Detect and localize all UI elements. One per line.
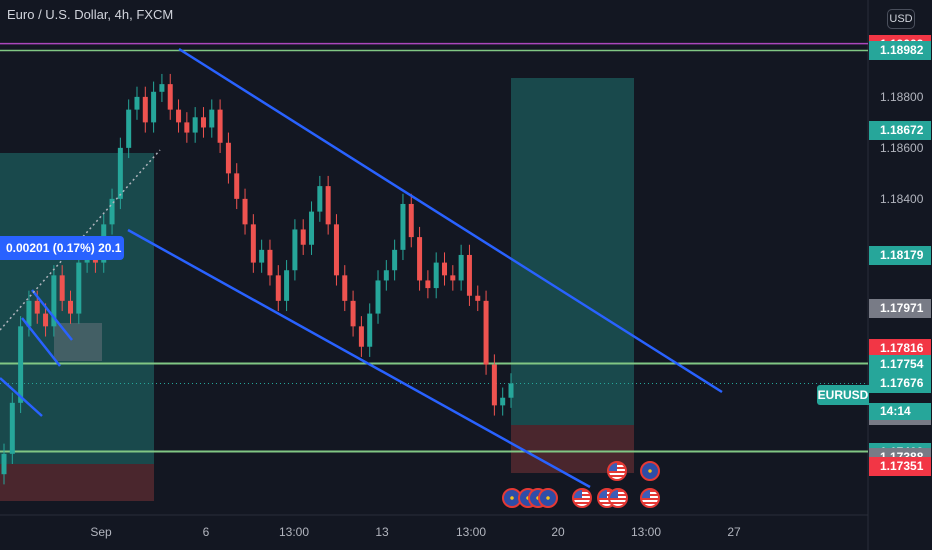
candle <box>400 203 406 250</box>
candle <box>300 229 306 245</box>
candle <box>475 295 481 301</box>
candle <box>217 109 223 143</box>
price-label-green: 1.18179 <box>869 246 931 266</box>
long-position-zone-right <box>511 78 634 425</box>
candle <box>59 275 65 301</box>
candle <box>159 84 165 92</box>
stop-zone-left <box>0 464 154 501</box>
chart-title: Euro / U.S. Dollar, 4h, FXCM <box>7 7 174 22</box>
candle <box>466 254 472 296</box>
candle <box>134 96 140 110</box>
channel-upper-line <box>178 47 723 394</box>
candle <box>250 224 256 263</box>
candle <box>392 249 398 271</box>
candle <box>358 326 364 347</box>
y-tick-label: 1.18600 <box>880 140 924 155</box>
symbol-tag: EURUSD <box>817 385 869 405</box>
candle <box>417 237 423 281</box>
currency-button[interactable]: USD <box>887 9 915 29</box>
x-tick-label: 20 <box>551 525 565 539</box>
candle <box>225 142 231 174</box>
candle <box>1 453 7 475</box>
candle <box>184 122 190 133</box>
candle <box>142 96 148 123</box>
candle <box>284 270 290 301</box>
candle <box>500 397 506 406</box>
candle <box>18 326 24 403</box>
price-label-green: 1.18672 <box>869 120 931 140</box>
candle <box>76 262 82 314</box>
x-tick-label: 13 <box>375 525 389 539</box>
candle <box>383 270 389 281</box>
candle <box>126 109 132 148</box>
price-label-teal: 1.17676 <box>869 374 931 394</box>
measure-label: 0.00201 (0.17%) 20.1 <box>0 236 124 260</box>
candle <box>292 229 298 271</box>
small-channel-line <box>21 317 61 367</box>
candle <box>450 275 456 281</box>
price-label-red: 1.17351 <box>869 457 931 477</box>
us-flag-event-icon[interactable] <box>608 488 628 508</box>
y-tick-label: 1.18400 <box>880 191 924 206</box>
eu-flag-event-icon[interactable] <box>538 488 558 508</box>
candle <box>375 280 381 314</box>
candle <box>9 402 15 454</box>
candle <box>408 203 414 238</box>
candle <box>433 262 439 289</box>
candle <box>176 109 182 123</box>
candle <box>209 109 215 128</box>
x-tick-label: Sep <box>90 525 112 539</box>
candle <box>367 313 373 347</box>
candle <box>267 249 273 276</box>
candle <box>117 147 123 199</box>
candle <box>342 275 348 301</box>
candle <box>259 249 265 263</box>
candle <box>26 300 32 327</box>
candle <box>350 300 356 327</box>
candle <box>234 173 240 199</box>
candle <box>333 224 339 276</box>
candle <box>442 262 448 276</box>
small-channel-line <box>31 289 73 341</box>
candle <box>192 117 198 133</box>
channel-lower-line <box>127 228 591 489</box>
candle <box>151 91 157 123</box>
x-tick-label: 27 <box>727 525 741 539</box>
candle <box>317 186 323 212</box>
candle <box>51 275 57 327</box>
us-flag-event-icon[interactable] <box>572 488 592 508</box>
candle <box>109 198 115 225</box>
price-label-green: 1.17754 <box>869 354 931 374</box>
candle <box>242 198 248 225</box>
candle <box>200 117 206 128</box>
candle <box>67 300 73 314</box>
consolidation-box <box>54 323 102 361</box>
bar-countdown: 14:14 <box>869 403 931 420</box>
price-label-red: 1.17816 <box>869 338 931 358</box>
x-tick-label: 13:00 <box>630 525 662 539</box>
small-channel-line <box>0 377 43 417</box>
candle <box>508 383 514 398</box>
y-tick-label: 1.18800 <box>880 89 924 104</box>
candle <box>34 300 40 314</box>
candle <box>43 313 49 327</box>
candle <box>483 300 489 365</box>
x-tick-label: 6 <box>202 525 210 539</box>
candle <box>275 275 281 301</box>
candle <box>458 254 464 281</box>
candle <box>325 186 331 225</box>
us-flag-event-icon[interactable] <box>607 461 627 481</box>
us-flag-event-icon[interactable] <box>640 488 660 508</box>
x-tick-label: 13:00 <box>455 525 487 539</box>
candle <box>167 84 173 110</box>
price-label-green: 1.18982 <box>869 41 931 61</box>
x-tick-label: 13:00 <box>278 525 310 539</box>
eu-flag-event-icon[interactable] <box>640 461 660 481</box>
candle <box>425 280 431 289</box>
candle <box>491 364 497 406</box>
price-label-gray: 1.17971 <box>869 299 931 319</box>
candle <box>309 211 315 245</box>
